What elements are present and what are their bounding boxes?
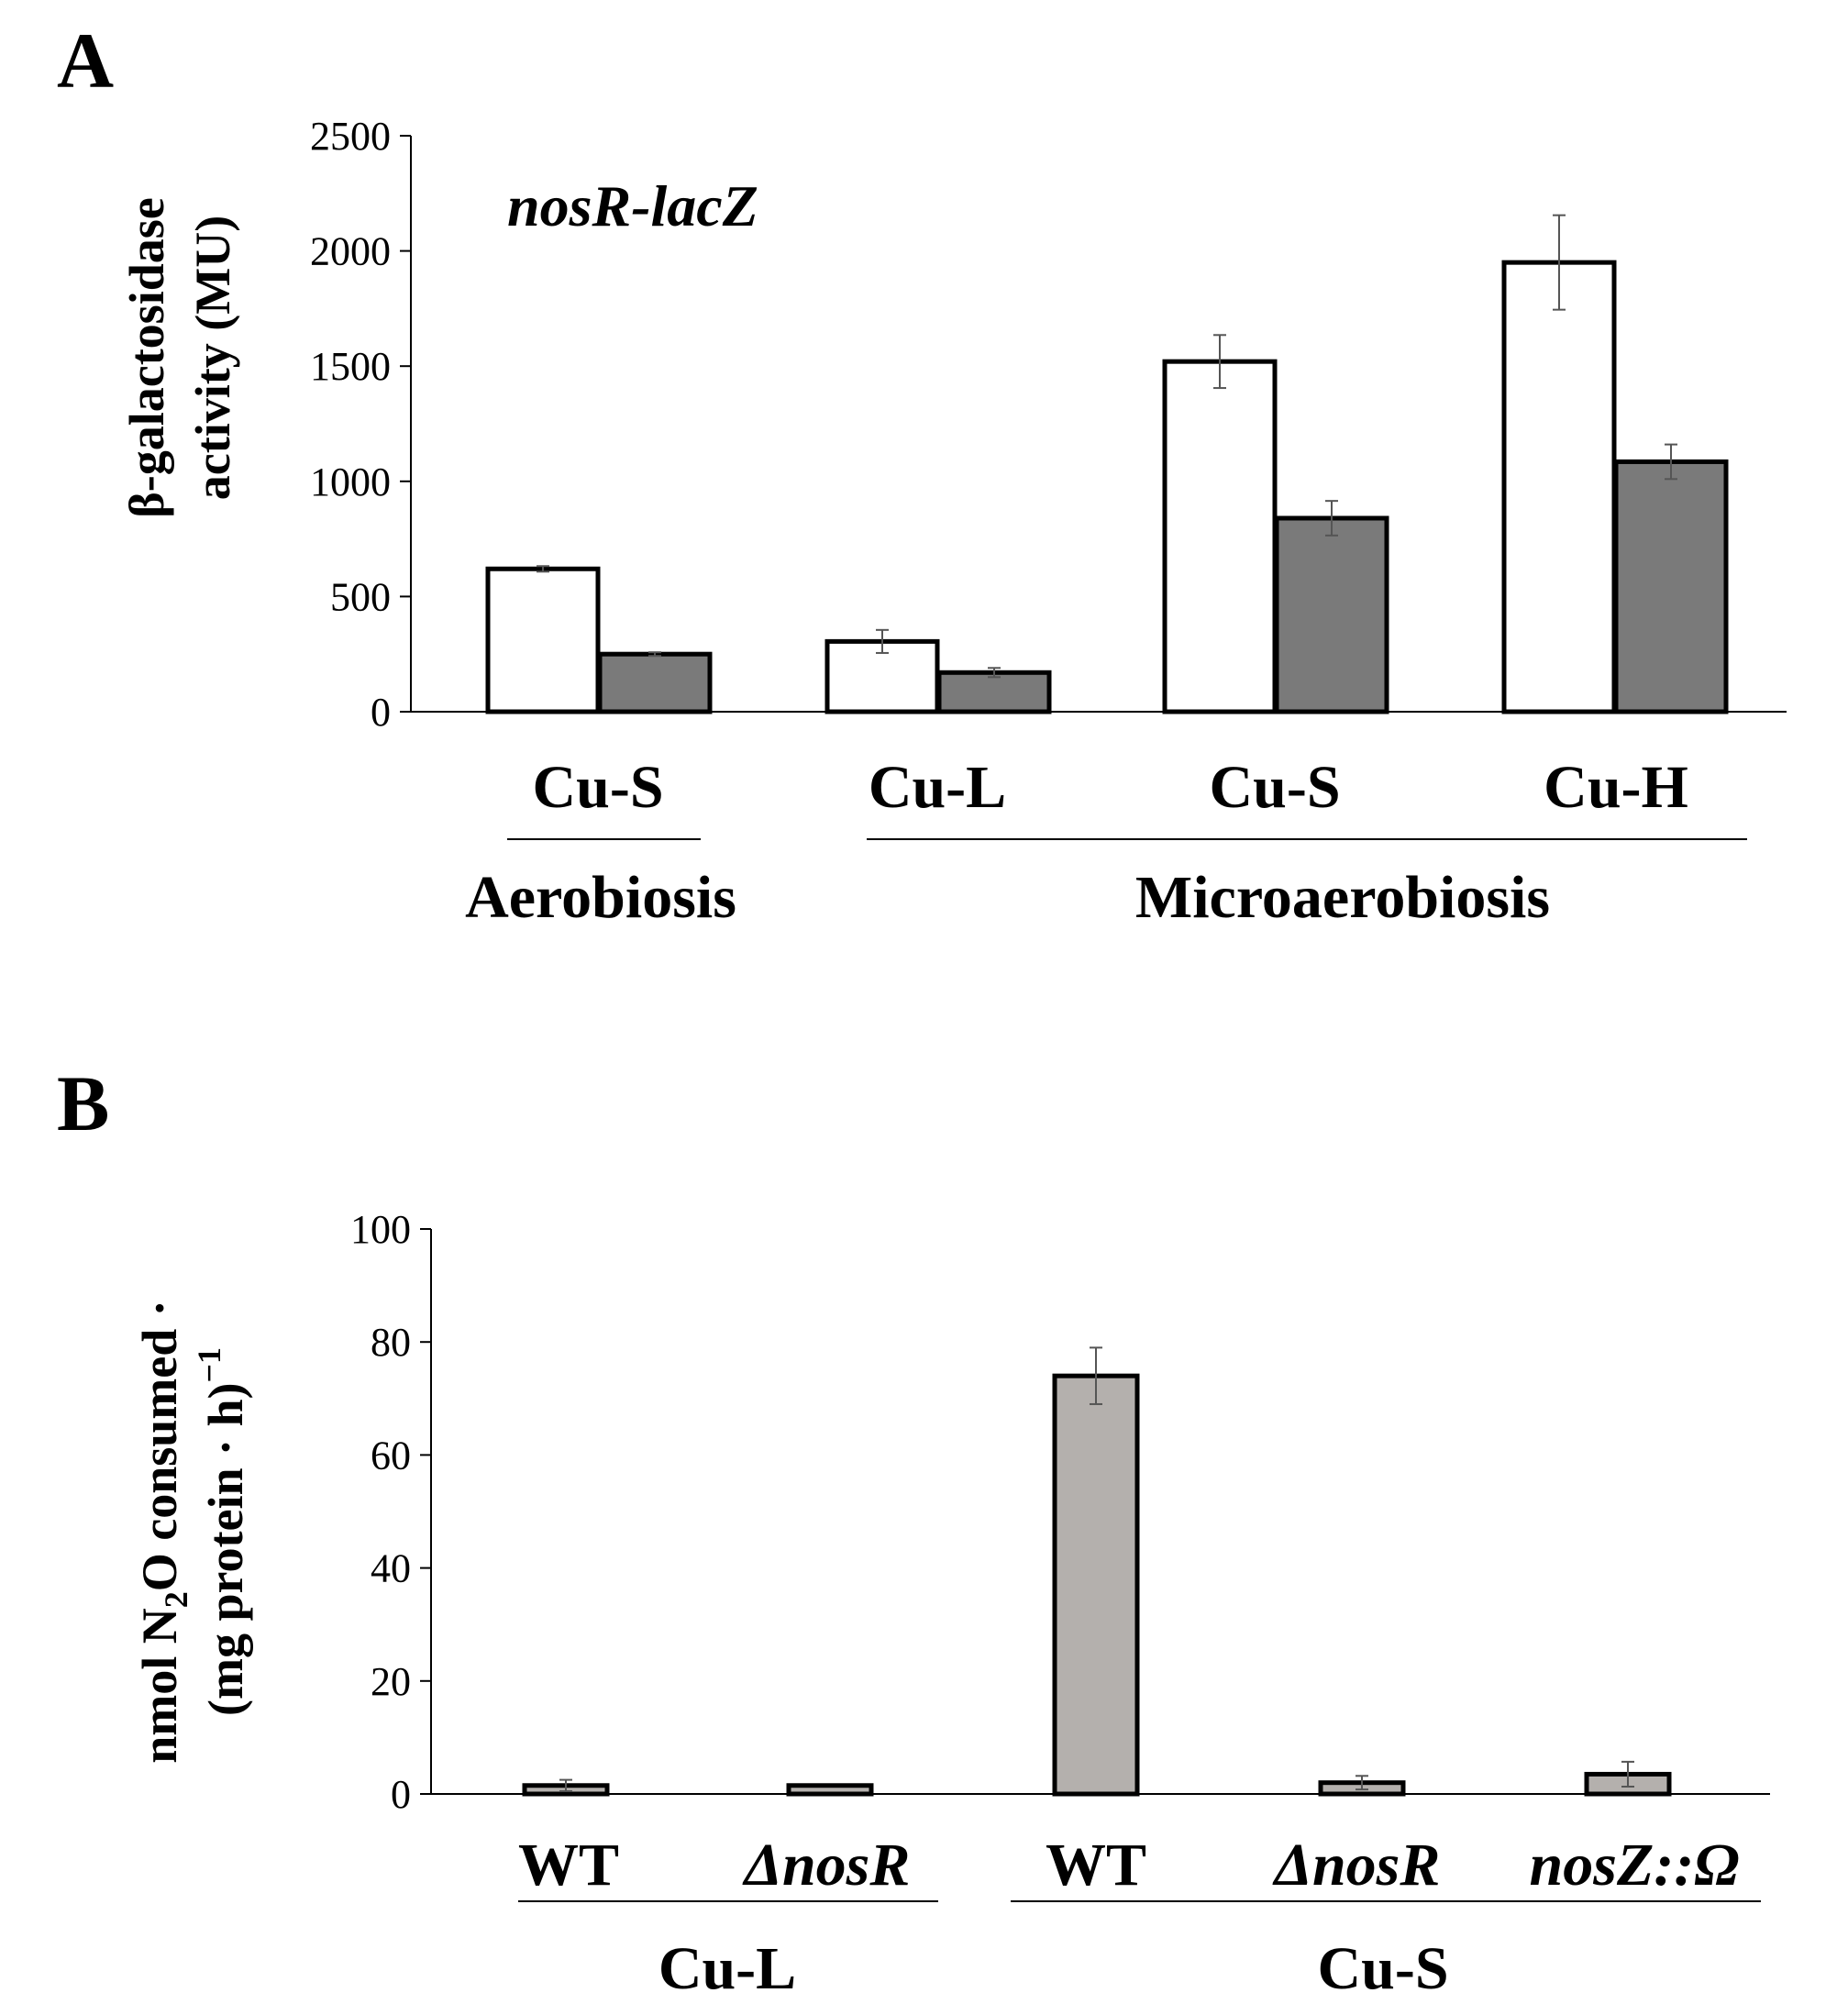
panel-a-ylabel-line2: activity (MU) — [185, 216, 240, 500]
bar-white — [488, 569, 598, 712]
category-label: ΔnosR — [1272, 1832, 1441, 1899]
panel-a-letter: A — [57, 17, 114, 105]
panel-b-ylabel-line2: (mg protein · h)−1 — [191, 1347, 253, 1716]
y-tick-label: 40 — [371, 1546, 411, 1591]
category-label: Cu-H — [1544, 754, 1688, 821]
bar-gray — [1055, 1376, 1137, 1794]
y-tick-label: 20 — [371, 1659, 411, 1704]
category-label: WT — [1046, 1832, 1146, 1899]
y-tick-label: 80 — [371, 1320, 411, 1365]
group-label: Aerobiosis — [465, 864, 736, 931]
y-tick-label: 1000 — [310, 459, 391, 504]
bar-gray — [939, 672, 1049, 712]
category-label: Cu-S — [532, 754, 663, 821]
panel-b-ylabel-sup: −1 — [191, 1347, 227, 1383]
figure: A nosR-lacZ β-galactosidase activity (MU… — [0, 0, 1848, 2015]
bar-gray — [1277, 518, 1387, 712]
category-label: Cu-L — [869, 754, 1006, 821]
panel-b-ylabel-mg: (mg protein · h) — [198, 1383, 253, 1717]
panel-b-letter: B — [57, 1059, 109, 1147]
category-label: WT — [518, 1832, 619, 1899]
bar-gray — [600, 654, 710, 712]
bar-white — [1504, 262, 1614, 712]
y-tick-label: 60 — [371, 1433, 411, 1478]
category-label: Cu-S — [1209, 754, 1340, 821]
y-tick-label: 2000 — [310, 229, 391, 274]
category-label: ΔnosR — [742, 1832, 911, 1899]
bar-gray — [789, 1786, 871, 1794]
y-tick-label: 500 — [330, 574, 391, 619]
y-tick-label: 2500 — [310, 114, 391, 159]
y-tick-label: 1500 — [310, 344, 391, 389]
group-label: Cu-S — [1317, 1935, 1448, 2002]
panel-b-ylabel-rest: O consumed · — [132, 1300, 187, 1591]
y-tick-label: 100 — [350, 1207, 411, 1252]
group-label: Cu-L — [658, 1935, 796, 2002]
y-tick-label: 0 — [391, 1772, 411, 1817]
panel-b-ylabel-sub: 2 — [158, 1591, 194, 1608]
panel-a-annotation: nosR-lacZ — [507, 173, 758, 238]
panel-b-ylabel-line1: nmol N2O consumed · — [132, 1300, 194, 1764]
category-label: nosZ::Ω — [1530, 1832, 1740, 1899]
group-label: Microaerobiosis — [1135, 864, 1550, 931]
y-tick-label: 0 — [371, 690, 391, 735]
panel-b-ylabel-nmol: nmol N — [132, 1608, 187, 1764]
bar-gray — [1616, 461, 1726, 712]
bar-white — [1165, 361, 1275, 712]
panel-a-ylabel-line1: β-galactosidase — [119, 197, 174, 517]
